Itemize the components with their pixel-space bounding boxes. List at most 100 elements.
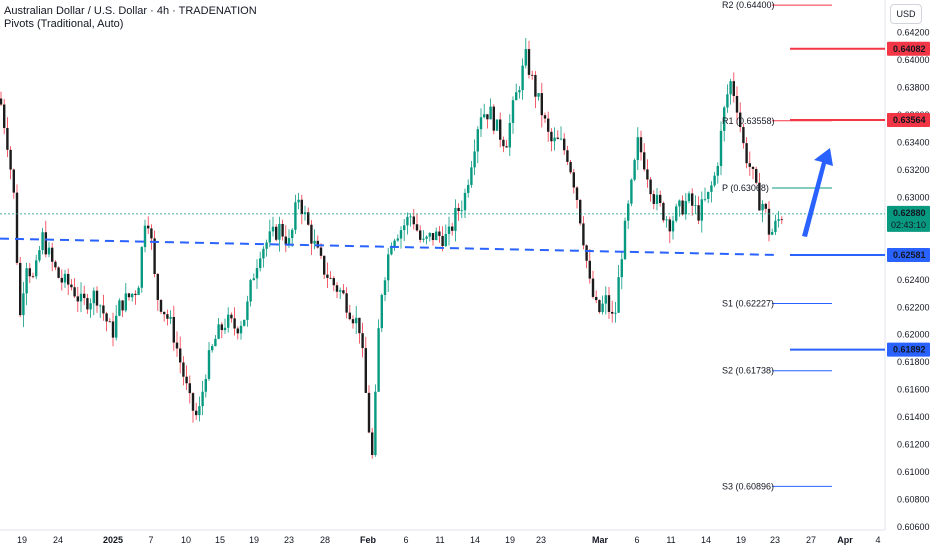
current-price-label: 0.62880 xyxy=(893,208,926,218)
candle-body xyxy=(140,247,143,288)
x-tick-label: 6 xyxy=(634,535,639,545)
candle-body xyxy=(617,277,620,313)
candle-body xyxy=(47,247,51,255)
candle-body xyxy=(255,268,259,279)
candle-body xyxy=(438,231,441,236)
candle-body xyxy=(447,226,451,234)
candle-body xyxy=(79,293,83,302)
candle-body xyxy=(99,305,102,307)
candle-body xyxy=(607,295,611,312)
x-tick-label: 11 xyxy=(435,535,444,545)
candle-body xyxy=(463,192,467,211)
candle-body xyxy=(268,231,271,243)
x-tick-label: 23 xyxy=(770,535,780,545)
candle-body xyxy=(780,219,783,221)
candle-body xyxy=(441,235,444,247)
x-tick-label: 14 xyxy=(701,535,711,545)
candle-body xyxy=(41,232,44,251)
x-tick-label: 6 xyxy=(403,535,408,545)
bullish-arrow-icon xyxy=(802,148,833,237)
candle-body xyxy=(499,119,502,140)
candle-body xyxy=(31,276,35,278)
candle-body xyxy=(284,236,287,245)
candle-body xyxy=(380,294,383,329)
candle-body xyxy=(319,247,323,256)
candle-body xyxy=(591,278,595,297)
candle-body xyxy=(710,185,713,192)
indicator-label: Pivots (Traditional, Auto) xyxy=(4,18,124,30)
y-tick-label: 0.61000 xyxy=(897,467,930,477)
candle-body xyxy=(739,112,742,128)
candle-body xyxy=(415,224,419,231)
candle-body xyxy=(150,228,153,239)
candle-body xyxy=(374,391,377,456)
candle-body xyxy=(252,278,255,281)
candle-body xyxy=(639,137,643,153)
candle-body xyxy=(348,312,351,320)
candle-body xyxy=(559,138,563,140)
candle-body xyxy=(511,100,515,123)
x-tick-label: 15 xyxy=(215,535,225,545)
x-tick-label: 2025 xyxy=(103,535,123,545)
candle-body xyxy=(345,293,348,313)
candle-body xyxy=(425,236,428,239)
candle-body xyxy=(67,273,70,285)
candle-body xyxy=(204,378,207,392)
candle-body xyxy=(662,202,665,221)
candle-body xyxy=(383,280,387,295)
x-tick-label: 23 xyxy=(536,535,546,545)
y-tick-label: 0.63000 xyxy=(897,192,930,202)
candle-body xyxy=(89,303,92,310)
x-tick-label: 19 xyxy=(505,535,515,545)
candle-body xyxy=(742,127,745,144)
candle-body xyxy=(652,194,655,204)
y-tick-label: 0.61600 xyxy=(897,385,930,395)
candle-body xyxy=(297,199,300,203)
y-tick-label: 0.63200 xyxy=(897,165,930,175)
candle-body xyxy=(156,273,159,300)
candle-body xyxy=(22,293,25,316)
y-tick-label: 0.64200 xyxy=(897,28,930,38)
currency-button[interactable]: USD xyxy=(890,4,922,24)
support-trendline xyxy=(0,237,776,256)
candle-body xyxy=(473,151,476,168)
candle-body xyxy=(431,233,435,241)
candle-body xyxy=(214,338,217,347)
candle-body xyxy=(687,193,691,202)
y-tick-label: 0.62200 xyxy=(897,302,930,312)
candle-body xyxy=(134,293,137,295)
candle-body xyxy=(435,231,438,241)
candle-body xyxy=(3,104,6,128)
candle-body xyxy=(233,318,236,329)
x-tick-label: 10 xyxy=(181,535,191,545)
candle-body xyxy=(73,287,76,297)
candle-body xyxy=(748,163,751,167)
candle-body xyxy=(115,315,118,338)
candle-body xyxy=(326,274,329,278)
candle-body xyxy=(191,393,195,411)
candle-body xyxy=(399,230,403,239)
candle-body xyxy=(700,199,703,221)
x-tick-label: 4 xyxy=(875,535,880,545)
candle-body xyxy=(281,223,284,237)
candle-body xyxy=(604,295,607,304)
candle-body xyxy=(620,259,623,278)
candle-body xyxy=(598,300,601,313)
candle-body xyxy=(86,298,89,310)
pivot-label: R2 (0.64400) xyxy=(722,0,775,10)
candle-body xyxy=(57,267,60,278)
candle-body xyxy=(483,114,486,118)
candle-body xyxy=(409,216,412,218)
candle-body xyxy=(287,238,291,245)
candle-body xyxy=(470,167,473,185)
candle-body xyxy=(428,233,431,237)
candle-body xyxy=(588,260,591,279)
candle-body xyxy=(131,293,134,298)
candle-body xyxy=(12,169,15,193)
candle-body xyxy=(243,319,246,326)
x-tick-label: 24 xyxy=(53,535,63,545)
candle-body xyxy=(201,391,204,407)
candle-body xyxy=(623,220,627,260)
candle-body xyxy=(387,254,390,281)
